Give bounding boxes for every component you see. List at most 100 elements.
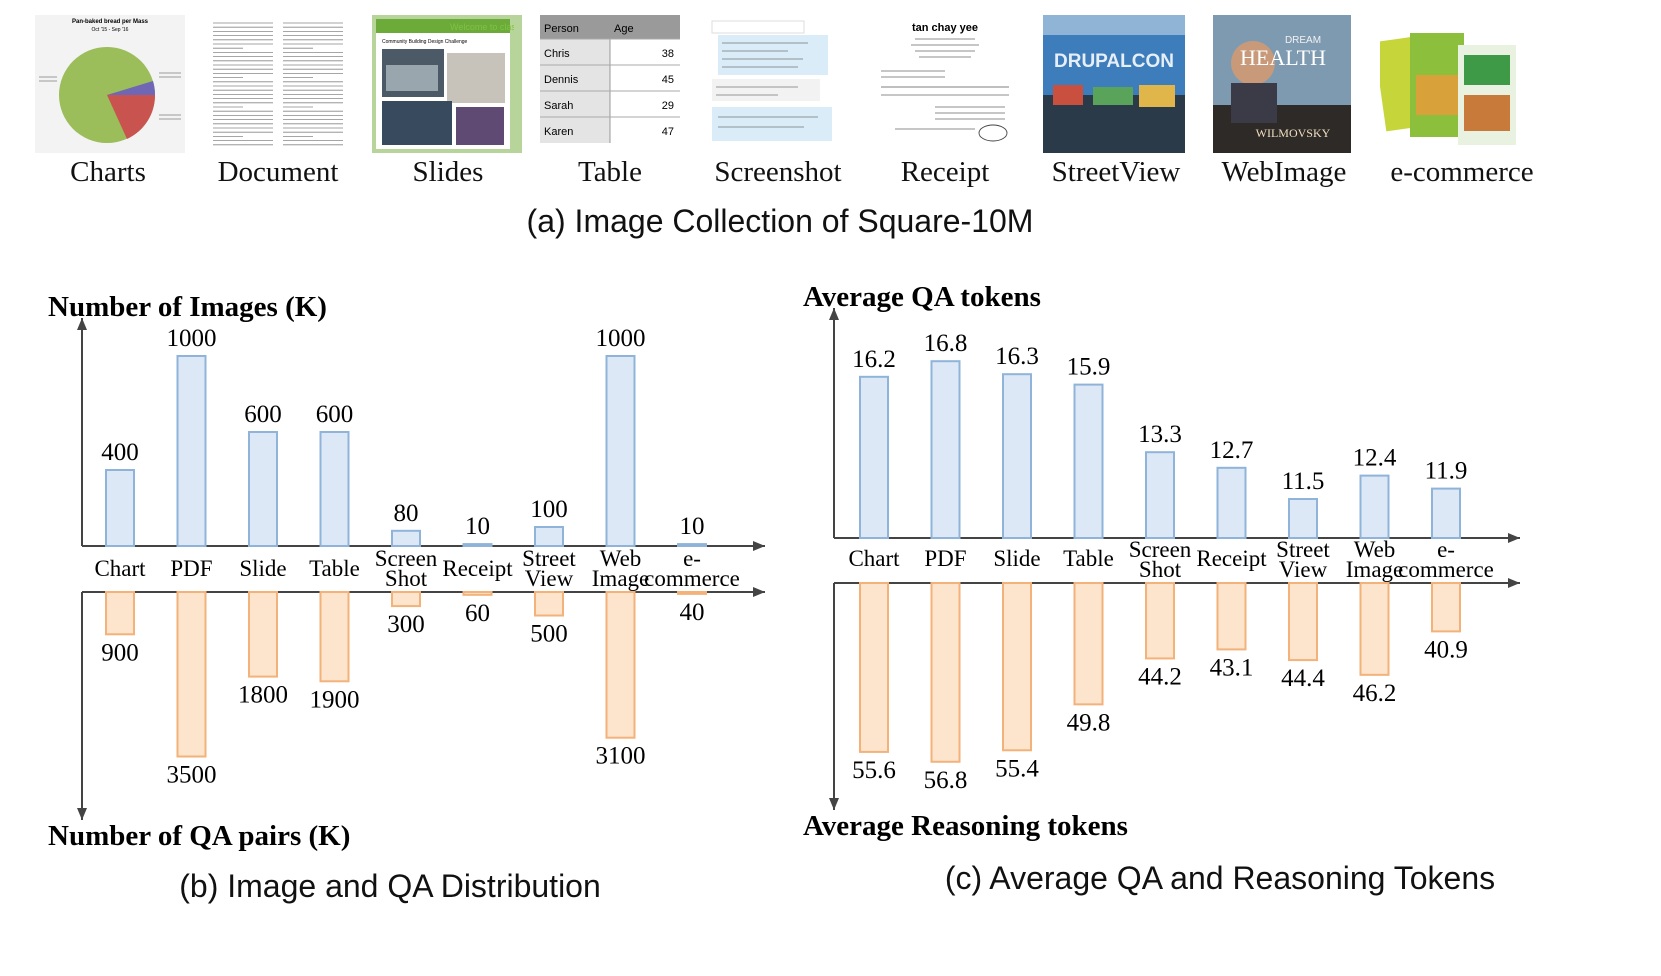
slides-thumbnail: Welcome to class Community Building Desi…: [376, 19, 521, 149]
data-label-up: 100: [530, 496, 568, 523]
bar-down: [1002, 582, 1032, 752]
chat-screenshot-thumbnail: [711, 20, 832, 141]
bar-down: [1216, 582, 1247, 651]
category-label: PDF: [924, 546, 966, 571]
thumb-chart-title: Pan-baked bread per Mass: [72, 19, 149, 25]
pie-slice-purple: [107, 81, 156, 95]
data-label-up: 12.7: [1210, 437, 1254, 464]
series-title-up: Average QA tokens: [803, 281, 1041, 313]
thumb-label-slides: Slides: [412, 156, 484, 188]
street-sign-text: DRUPALCON: [1054, 51, 1174, 72]
category-label-line2: View: [525, 566, 574, 591]
bar-up: [1145, 451, 1175, 540]
thumb-label-document: Document: [217, 156, 339, 188]
slide-title: Welcome to class: [450, 22, 514, 32]
thumb-slides: Welcome to class Community Building Desi…: [372, 15, 522, 153]
category-label: Chart: [848, 546, 900, 571]
data-label-down: 1900: [310, 686, 360, 713]
thumb-document: [205, 15, 355, 153]
data-label-up: 600: [316, 401, 354, 428]
data-label-down: 300: [387, 611, 425, 638]
pie-chart-thumbnail: Pan-baked bread per Mass Oct '15 - Sep '…: [39, 19, 181, 143]
bar-up: [248, 431, 278, 547]
data-label-up: 16.8: [924, 330, 968, 357]
bar-down: [319, 591, 350, 683]
data-label-up: 1000: [167, 325, 217, 352]
series-title-down: Number of QA pairs (K): [48, 820, 350, 852]
thumb-screenshot: [708, 15, 848, 153]
bar-up: [319, 431, 350, 547]
thumb-label-receipt: Receipt: [900, 156, 990, 188]
thumb-streetview: DRUPALCON: [1043, 15, 1185, 153]
thumb-ecommerce: [1373, 15, 1522, 153]
thumb-label-streetview: StreetView: [1051, 156, 1181, 188]
data-label-down: 44.4: [1281, 665, 1325, 692]
data-label-up: 10: [465, 513, 490, 540]
data-label-down: 44.2: [1138, 663, 1182, 690]
book-author: WILMOVSKY: [1256, 126, 1331, 140]
category-label-line2: Shot: [385, 566, 428, 591]
bar-down: [1288, 582, 1318, 662]
category-label: Table: [1063, 546, 1114, 571]
category-label-line2: commerce: [1398, 557, 1494, 582]
thumb-label-charts: Charts: [70, 156, 146, 188]
bar-down: [248, 591, 278, 678]
caption-chart-b: (b) Image and QA Distribution: [179, 868, 601, 904]
x-axis-bottom-head: [753, 587, 765, 597]
bar-up: [859, 375, 889, 539]
bar-up: [462, 543, 493, 547]
category-label-line1: Screen: [375, 546, 438, 571]
thumb-label-table: Table: [578, 156, 642, 188]
table-cell-age: 45: [662, 74, 674, 86]
caption-collection: (a) Image Collection of Square-10M: [526, 203, 1034, 239]
data-label-up: 11.5: [1282, 468, 1325, 495]
thumb-label-ecommerce: e-commerce: [1390, 156, 1534, 188]
data-label-up: 80: [394, 500, 419, 527]
category-label-line1: e-: [1437, 537, 1455, 562]
data-label-up: 16.2: [852, 346, 896, 373]
category-label: Receipt: [442, 556, 513, 581]
table-cell-age: 38: [662, 48, 674, 60]
thumb-table: Person Age Chris 38 Dennis 45 Sarah 29 Karen 47: [540, 15, 680, 153]
data-label-down: 3100: [596, 743, 646, 770]
bar-up: [176, 355, 207, 547]
table-cell-name: Chris: [544, 48, 570, 60]
bar-down: [391, 591, 421, 608]
data-label-down: 55.6: [852, 757, 896, 784]
data-label-down: 40.9: [1424, 636, 1468, 663]
x-axis-top-head: [1508, 533, 1520, 543]
series-title-up: Number of Images (K): [48, 291, 327, 323]
bar-down: [1431, 582, 1461, 633]
table-thumbnail: Person Age Chris 38 Dennis 45 Sarah 29 Karen 47: [540, 15, 680, 143]
category-label-line1: Web: [600, 546, 642, 571]
bar-up: [105, 469, 135, 547]
caption-chart-c: (c) Average QA and Reasoning Tokens: [944, 860, 1496, 896]
thumb-label-webimage: WebImage: [1221, 156, 1347, 188]
table-cell-name: Karen: [544, 126, 573, 138]
bar-up: [1216, 466, 1247, 539]
data-label-up: 600: [244, 401, 282, 428]
data-label-down: 60: [465, 600, 490, 627]
bar-down: [677, 591, 707, 595]
slide-subtitle: Community Building Design Challenge: [382, 39, 468, 45]
data-label-down: 56.8: [924, 767, 968, 794]
category-label-line1: Street: [1276, 537, 1330, 562]
bar-down: [534, 591, 564, 617]
table-header-person: Person: [544, 23, 579, 35]
table-cell-age: 47: [662, 126, 674, 138]
table-cell-name: Sarah: [544, 100, 573, 112]
bar-down: [462, 591, 493, 596]
table-header-age: Age: [614, 23, 634, 35]
x-axis-bottom-head: [1508, 578, 1520, 588]
data-label-up: 16.3: [995, 343, 1039, 370]
bar-up: [1359, 474, 1390, 540]
bar-down: [605, 591, 636, 739]
category-label: Slide: [993, 546, 1040, 571]
y-axis-up-arrow-head: [829, 308, 839, 320]
category-label-line1: Screen: [1129, 537, 1192, 562]
category-label: Table: [309, 556, 360, 581]
category-label-line2: Shot: [1139, 557, 1182, 582]
bar-up: [1288, 498, 1318, 539]
category-label-line1: Street: [522, 546, 576, 571]
bar-up: [677, 543, 707, 547]
